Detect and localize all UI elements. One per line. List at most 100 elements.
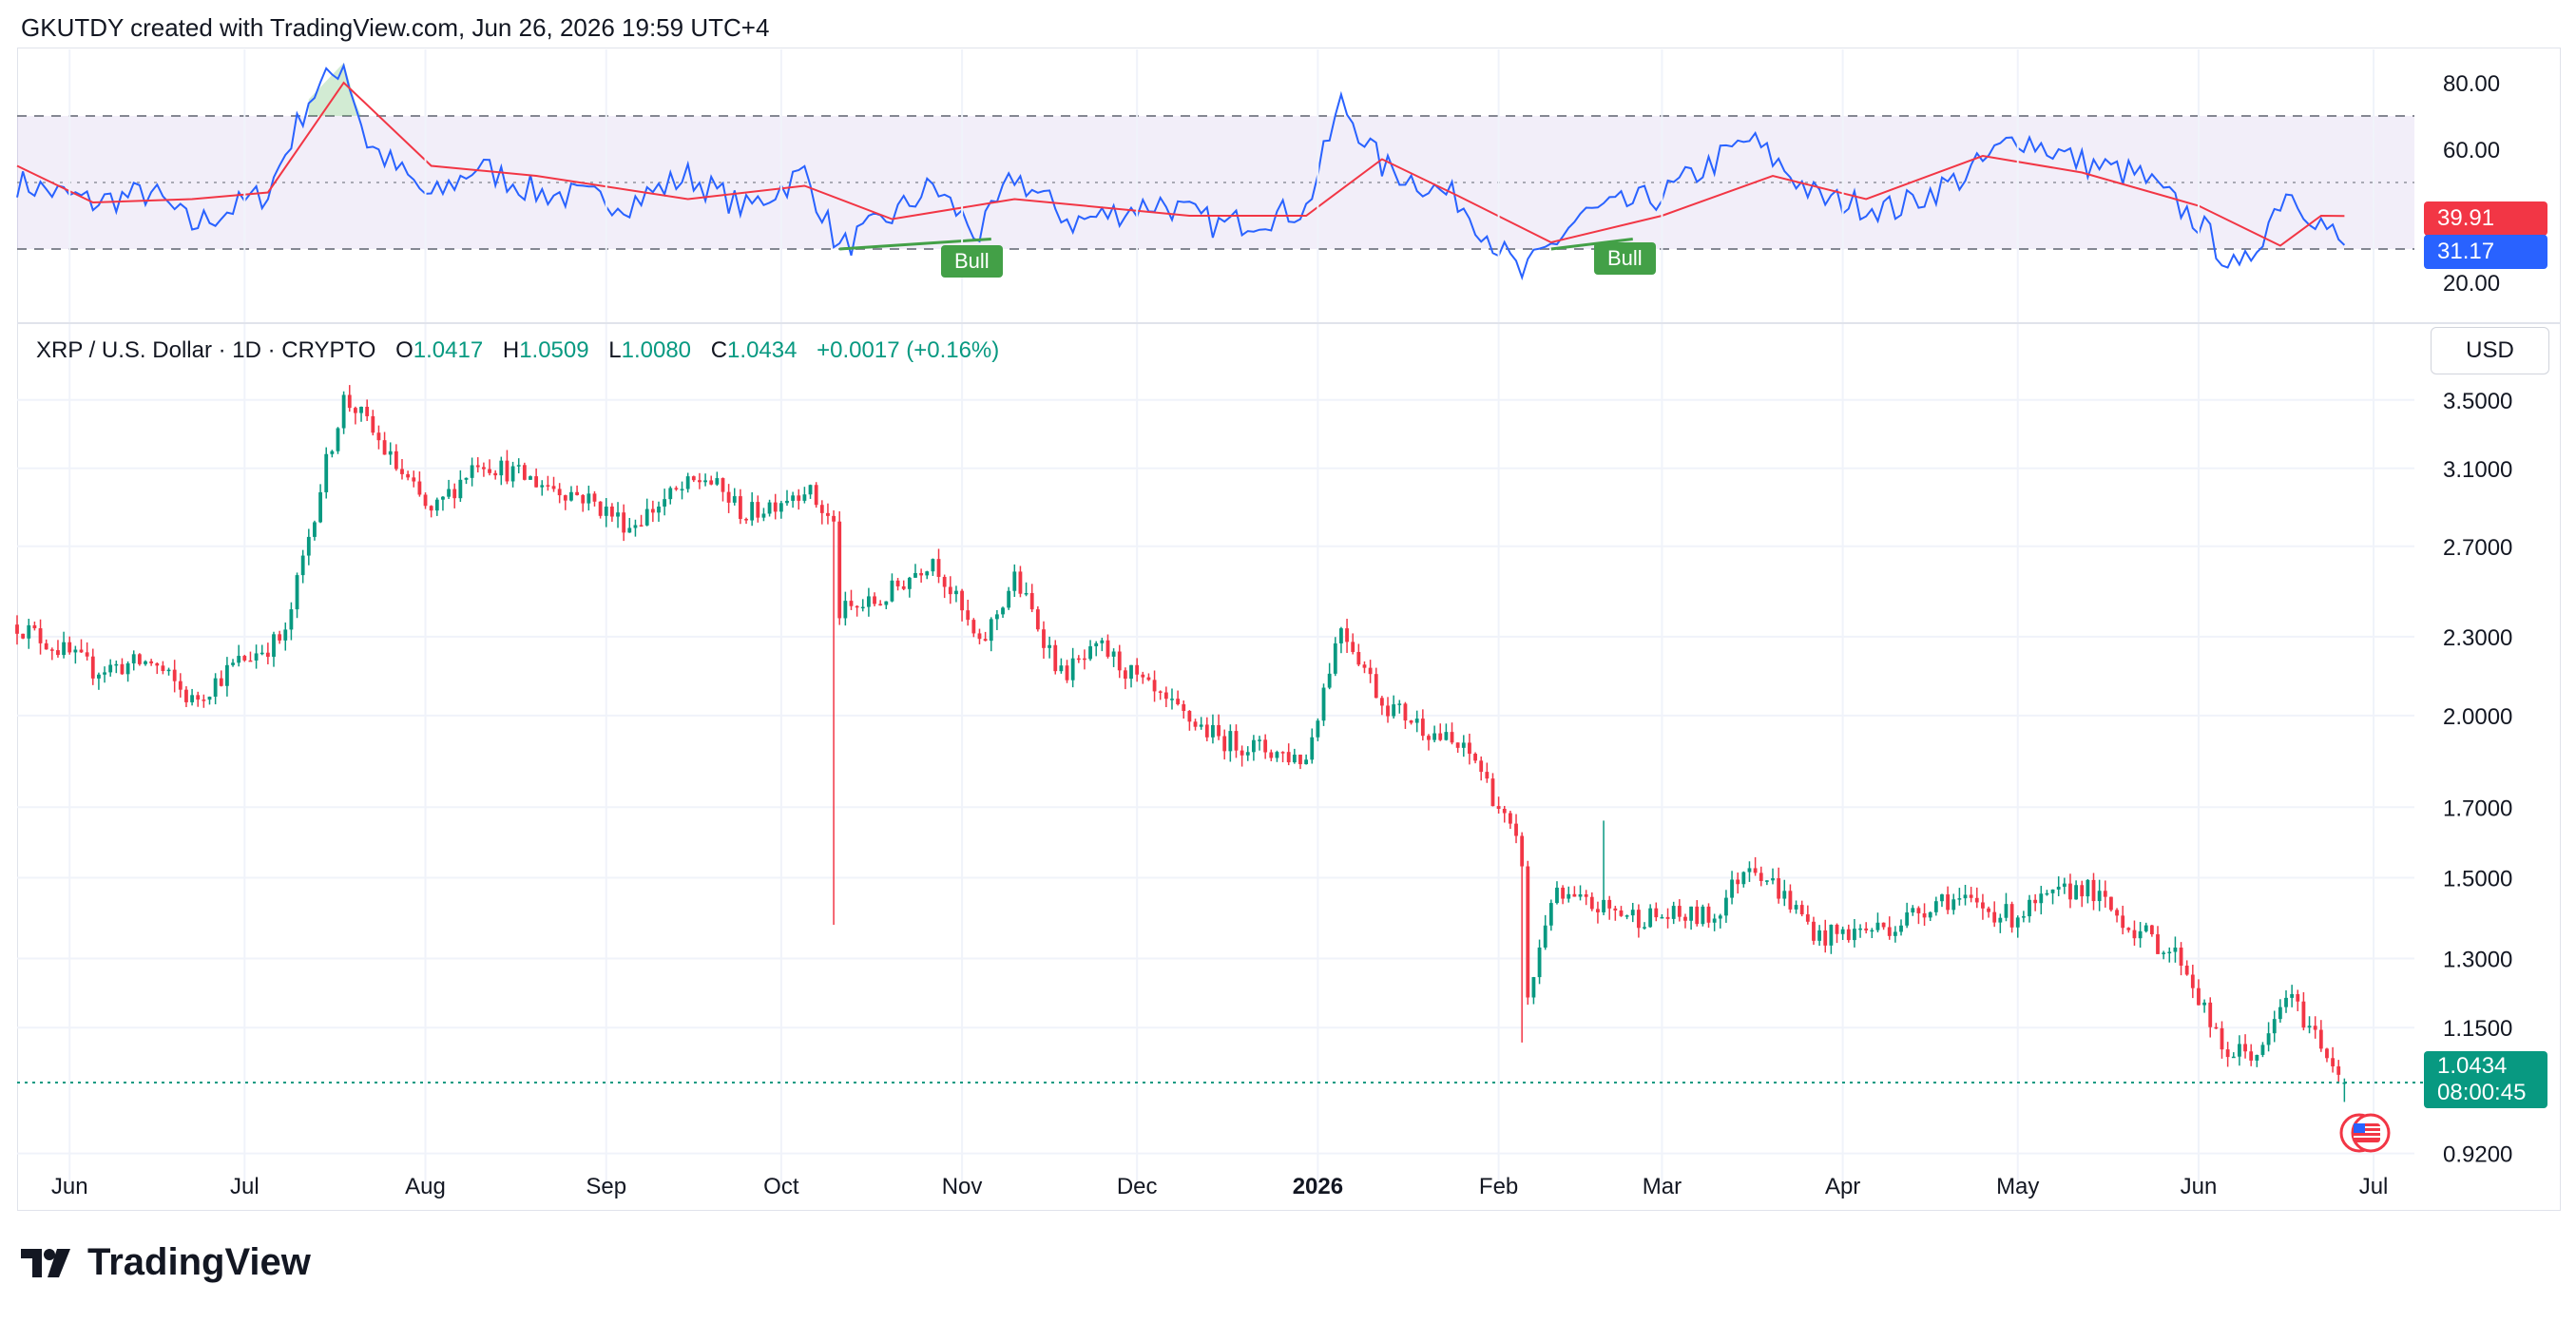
candle-body bbox=[1777, 878, 1781, 899]
candle-body bbox=[38, 628, 43, 643]
candle-body bbox=[131, 654, 136, 663]
candle-body bbox=[202, 700, 206, 701]
candle-body bbox=[1048, 644, 1052, 648]
candle-body bbox=[2021, 916, 2026, 918]
candle-body bbox=[2097, 891, 2102, 902]
candle-body bbox=[1362, 664, 1367, 668]
high-value: 1.0509 bbox=[519, 337, 589, 363]
candle-body bbox=[1029, 593, 1034, 610]
candle-body bbox=[1520, 835, 1525, 867]
candle-body bbox=[237, 656, 241, 663]
tradingview-logo[interactable]: TradingView bbox=[21, 1241, 311, 1284]
candle-body bbox=[1677, 906, 1682, 917]
candle-body bbox=[1782, 891, 1787, 899]
candle-body bbox=[551, 486, 556, 489]
candle-body bbox=[2255, 1054, 2259, 1061]
candle-body bbox=[365, 406, 370, 416]
price-axis-tick: 3.1000 bbox=[2443, 457, 2512, 483]
candle-body bbox=[1170, 699, 1174, 700]
candle-body bbox=[1864, 928, 1869, 930]
candle-body bbox=[639, 525, 644, 527]
candle-body bbox=[1368, 667, 1373, 675]
symbol-name[interactable]: XRP / U.S. Dollar · 1D · CRYPTO bbox=[36, 337, 376, 363]
price-axis-tick: 0.9200 bbox=[2443, 1142, 2512, 1168]
time-axis-label: Sep bbox=[586, 1174, 626, 1199]
candle-body bbox=[557, 489, 562, 496]
time-axis-label: Oct bbox=[763, 1174, 799, 1199]
price-axis-tick: 1.5000 bbox=[2443, 867, 2512, 892]
candle-body bbox=[1794, 905, 1798, 910]
bull-divergence-label: Bull bbox=[1594, 242, 1656, 275]
candle-body bbox=[895, 580, 900, 586]
candle-body bbox=[2284, 997, 2288, 1007]
candle-body bbox=[2015, 917, 2020, 928]
candle-body bbox=[1111, 651, 1116, 657]
candle-body bbox=[1053, 644, 1058, 672]
candle-body bbox=[616, 512, 620, 517]
candle-body bbox=[161, 665, 165, 671]
candle-body bbox=[359, 406, 363, 413]
candle-body bbox=[814, 485, 818, 506]
candle-body bbox=[2296, 994, 2300, 1002]
candle-body bbox=[1508, 813, 1512, 824]
candle-body bbox=[1234, 731, 1239, 751]
close-value: 1.0434 bbox=[727, 337, 798, 363]
candle-body bbox=[627, 527, 632, 533]
candle-body bbox=[703, 480, 707, 483]
candle-body bbox=[458, 479, 463, 499]
candle-body bbox=[1736, 879, 1740, 885]
candle-body bbox=[843, 601, 848, 619]
candle-body bbox=[184, 689, 188, 702]
candle-body bbox=[1502, 809, 1507, 814]
candle-body bbox=[213, 678, 218, 698]
candle-body bbox=[2091, 879, 2096, 902]
candle-body bbox=[2167, 951, 2172, 954]
candle-body bbox=[1310, 737, 1315, 760]
candle-body bbox=[1042, 629, 1046, 648]
candle-body bbox=[890, 580, 894, 602]
candle-body bbox=[983, 639, 988, 642]
candle-body bbox=[1829, 924, 1834, 946]
candle-body bbox=[85, 652, 89, 657]
candle-body bbox=[674, 488, 679, 489]
candle-body bbox=[499, 460, 504, 476]
candle-body bbox=[2260, 1045, 2265, 1055]
candle-body bbox=[1076, 658, 1081, 661]
open-label: O bbox=[395, 337, 413, 363]
candle-body bbox=[406, 473, 411, 478]
us-flag-icon[interactable] bbox=[2338, 1112, 2392, 1154]
candle-body bbox=[779, 503, 783, 512]
candle-body bbox=[429, 506, 433, 511]
candle-body bbox=[522, 465, 527, 480]
candle-body bbox=[1648, 908, 1653, 928]
candle-body bbox=[878, 604, 883, 605]
candle-body bbox=[2149, 925, 2154, 935]
price-panel bbox=[15, 49, 2424, 1188]
candle-body bbox=[2162, 952, 2166, 954]
candle-body bbox=[481, 467, 486, 470]
candle-body bbox=[994, 614, 999, 620]
candle-body bbox=[1741, 872, 1746, 885]
currency-button[interactable]: USD bbox=[2431, 327, 2549, 374]
candle-body bbox=[2045, 892, 2049, 895]
candle-body bbox=[56, 650, 60, 656]
candle-body bbox=[1730, 879, 1734, 898]
candle-body bbox=[49, 649, 54, 651]
candle-body bbox=[1531, 977, 1536, 998]
candle-body bbox=[1933, 901, 1938, 912]
candle-body bbox=[1240, 750, 1244, 756]
candle-body bbox=[721, 478, 725, 492]
candle-body bbox=[1129, 664, 1133, 680]
candle-body bbox=[1117, 651, 1122, 671]
candle-body bbox=[826, 512, 830, 516]
candle-body bbox=[1105, 640, 1110, 657]
candle-body bbox=[540, 485, 545, 488]
candle-body bbox=[1211, 724, 1215, 738]
candle-body bbox=[1946, 894, 1951, 911]
candle-body bbox=[592, 493, 597, 502]
candle-body bbox=[819, 505, 824, 513]
candle-body bbox=[1753, 868, 1758, 873]
candle-body bbox=[1379, 698, 1384, 706]
candle-body bbox=[1420, 719, 1425, 737]
